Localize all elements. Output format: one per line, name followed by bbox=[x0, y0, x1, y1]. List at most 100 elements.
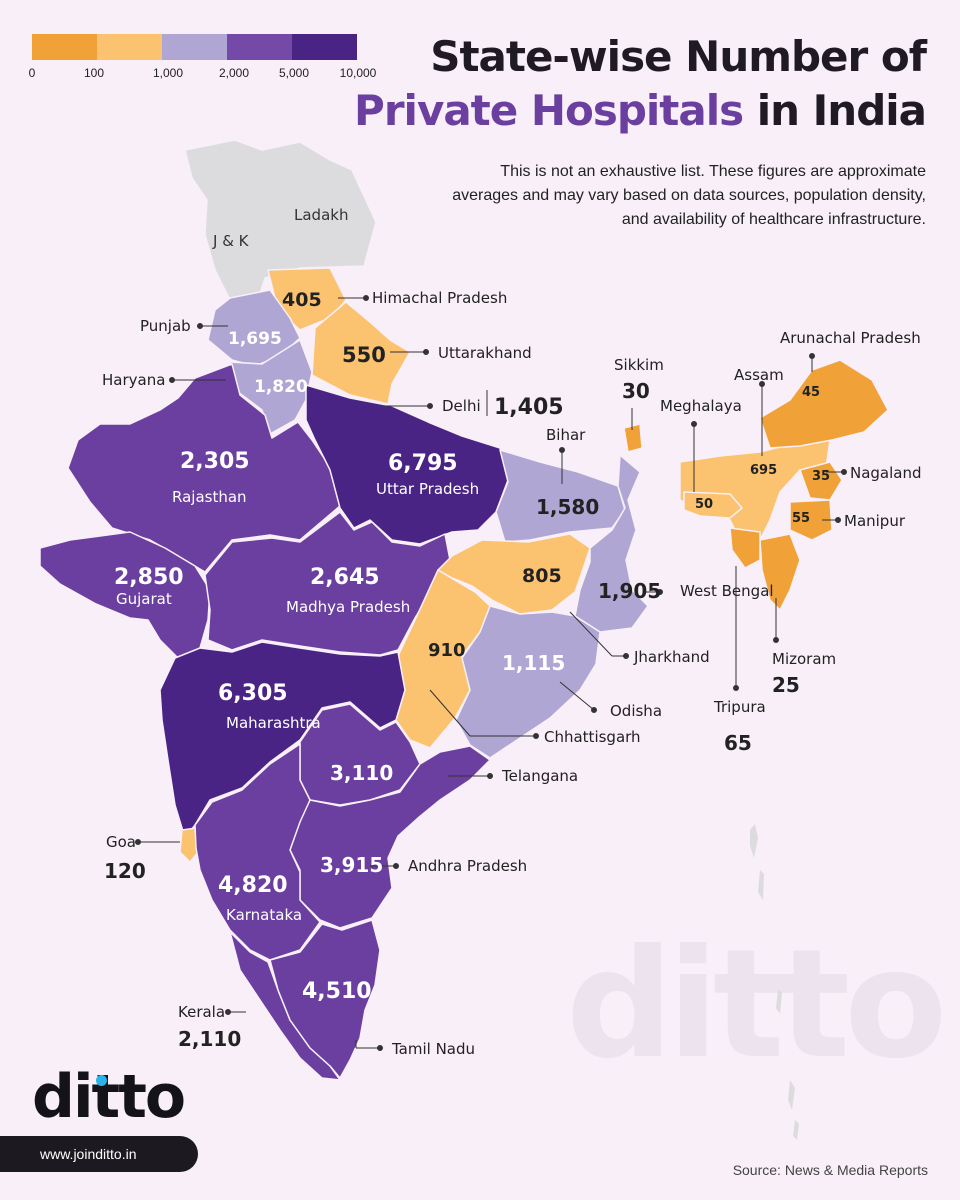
legend-swatch-5 bbox=[292, 34, 357, 60]
state-karnataka bbox=[194, 743, 321, 961]
label-karnataka-value: 4,820 bbox=[218, 873, 288, 898]
islands bbox=[750, 824, 799, 1140]
label-arunachal-name: Arunachal Pradesh bbox=[780, 329, 921, 347]
state-odisha bbox=[455, 605, 601, 759]
legend-tick: 100 bbox=[83, 66, 105, 80]
state-tamil-nadu bbox=[269, 919, 381, 1079]
leader-lines bbox=[135, 295, 847, 1051]
label-karnataka-name: Karnataka bbox=[226, 906, 302, 924]
label-chhattisgarh-name: Chhattisgarh bbox=[544, 728, 641, 746]
label-assam-value: 695 bbox=[750, 463, 777, 478]
label-tripura-value: 65 bbox=[724, 731, 752, 755]
label-delhi-name: Delhi bbox=[442, 397, 481, 415]
legend-tick: 0 bbox=[28, 66, 36, 80]
state-andhra-pradesh bbox=[289, 745, 491, 929]
label-telangana-name: Telangana bbox=[501, 767, 578, 785]
label-gujarat-value: 2,850 bbox=[114, 565, 184, 590]
label-nagaland-value: 35 bbox=[812, 469, 830, 484]
label-meghalaya-name: Meghalaya bbox=[660, 397, 742, 415]
title-line-1: State-wise Number of bbox=[430, 32, 927, 81]
state-uttarakhand bbox=[311, 301, 411, 405]
label-mp-value: 2,645 bbox=[310, 565, 380, 590]
label-delhi-value: 1,405 bbox=[494, 395, 564, 420]
logo-dot-icon bbox=[96, 1075, 107, 1086]
label-sikkim-value: 30 bbox=[622, 379, 650, 403]
state-haryana bbox=[229, 339, 313, 435]
label-ap-value: 3,915 bbox=[320, 853, 383, 877]
legend-swatch-4 bbox=[227, 34, 292, 60]
label-odisha-name: Odisha bbox=[610, 702, 662, 720]
label-haryana-name: Haryana bbox=[102, 371, 165, 389]
label-bihar-name: Bihar bbox=[546, 426, 586, 444]
label-mp-name: Madhya Pradesh bbox=[286, 598, 410, 616]
label-manipur-value: 55 bbox=[792, 511, 810, 526]
title-rest: in India bbox=[743, 86, 927, 135]
label-punjab-name: Punjab bbox=[140, 317, 191, 335]
label-sikkim-name: Sikkim bbox=[614, 356, 664, 374]
label-manipur-name: Manipur bbox=[844, 512, 906, 530]
legend: 0 100 1,000 2,000 5,000 10,000 bbox=[29, 34, 376, 80]
label-mizoram-name: Mizoram bbox=[772, 650, 836, 668]
subtitle: This is not an exhaustive list. These fi… bbox=[452, 163, 926, 228]
label-maharashtra-value: 6,305 bbox=[218, 681, 288, 706]
label-punjab-value: 1,695 bbox=[228, 329, 282, 349]
state-mizoram bbox=[759, 533, 801, 611]
label-meghalaya-value: 50 bbox=[695, 497, 713, 512]
label-kerala-name: Kerala bbox=[178, 1003, 225, 1021]
label-telangana-value: 3,110 bbox=[330, 761, 393, 785]
label-rajasthan-value: 2,305 bbox=[180, 449, 250, 474]
label-kerala-value: 2,110 bbox=[178, 1027, 241, 1051]
website-link[interactable]: www.joinditto.in bbox=[0, 1136, 198, 1172]
label-rajasthan-name: Rajasthan bbox=[172, 488, 247, 506]
label-maharashtra-name: Maharashtra bbox=[226, 714, 321, 732]
legend-color-bar bbox=[32, 34, 357, 60]
label-jharkhand-value: 805 bbox=[522, 565, 562, 587]
label-ladakh-name: Ladakh bbox=[294, 206, 348, 224]
page-title: State-wise Number of Private Hospitals i… bbox=[354, 30, 927, 138]
state-rajasthan bbox=[67, 363, 341, 573]
title-accent: Private Hospitals bbox=[354, 86, 744, 135]
label-tripura-name: Tripura bbox=[713, 698, 766, 716]
source-note: Source: News & Media Reports bbox=[732, 1162, 928, 1178]
ditto-logo: ditto bbox=[32, 1062, 186, 1132]
label-nagaland-name: Nagaland bbox=[850, 464, 922, 482]
legend-tick: 1,000 bbox=[152, 66, 184, 80]
legend-swatch-2 bbox=[97, 34, 162, 60]
label-arunachal-value: 45 bbox=[802, 385, 820, 400]
label-himachal-name: Himachal Pradesh bbox=[372, 289, 507, 307]
label-gujarat-name: Gujarat bbox=[116, 590, 172, 608]
label-tn-name: Tamil Nadu bbox=[391, 1040, 475, 1058]
label-haryana-value: 1,820 bbox=[254, 377, 308, 397]
legend-tick: 5,000 bbox=[278, 66, 310, 80]
label-mizoram-value: 25 bbox=[772, 673, 800, 697]
label-goa-value: 120 bbox=[104, 859, 146, 883]
label-odisha-value: 1,115 bbox=[502, 651, 565, 675]
title-line-2: Private Hospitals in India bbox=[354, 84, 927, 138]
label-wb-value: 1,905 bbox=[598, 579, 661, 603]
label-wb-name: West Bengal bbox=[680, 582, 774, 600]
watermark: ditto bbox=[566, 918, 947, 1092]
legend-tick: 10,000 bbox=[339, 66, 377, 80]
label-uttarakhand-value: 550 bbox=[342, 343, 386, 367]
legend-swatch-1 bbox=[32, 34, 97, 60]
label-up-name: Uttar Pradesh bbox=[376, 480, 479, 498]
state-labels: J & K Ladakh 405 Himachal Pradesh 1,695 … bbox=[102, 206, 922, 1058]
label-uttarakhand-name: Uttarakhand bbox=[438, 344, 532, 362]
label-assam-name: Assam bbox=[734, 366, 784, 384]
state-sikkim bbox=[623, 423, 643, 453]
label-jk-name: J & K bbox=[212, 232, 250, 250]
state-uttar-pradesh bbox=[305, 384, 509, 545]
state-arunachal bbox=[759, 359, 889, 449]
state-bihar bbox=[495, 449, 626, 543]
state-shapes bbox=[39, 139, 889, 1140]
label-jharkhand-name: Jharkhand bbox=[633, 648, 710, 666]
label-bihar-value: 1,580 bbox=[536, 495, 599, 519]
state-manipur bbox=[789, 499, 833, 541]
state-jk-ladakh bbox=[184, 139, 377, 301]
legend-swatch-3 bbox=[162, 34, 227, 60]
label-tn-value: 4,510 bbox=[302, 979, 372, 1004]
label-goa-name: Goa bbox=[106, 833, 136, 851]
legend-tick: 2,000 bbox=[218, 66, 250, 80]
state-tripura bbox=[729, 527, 761, 569]
